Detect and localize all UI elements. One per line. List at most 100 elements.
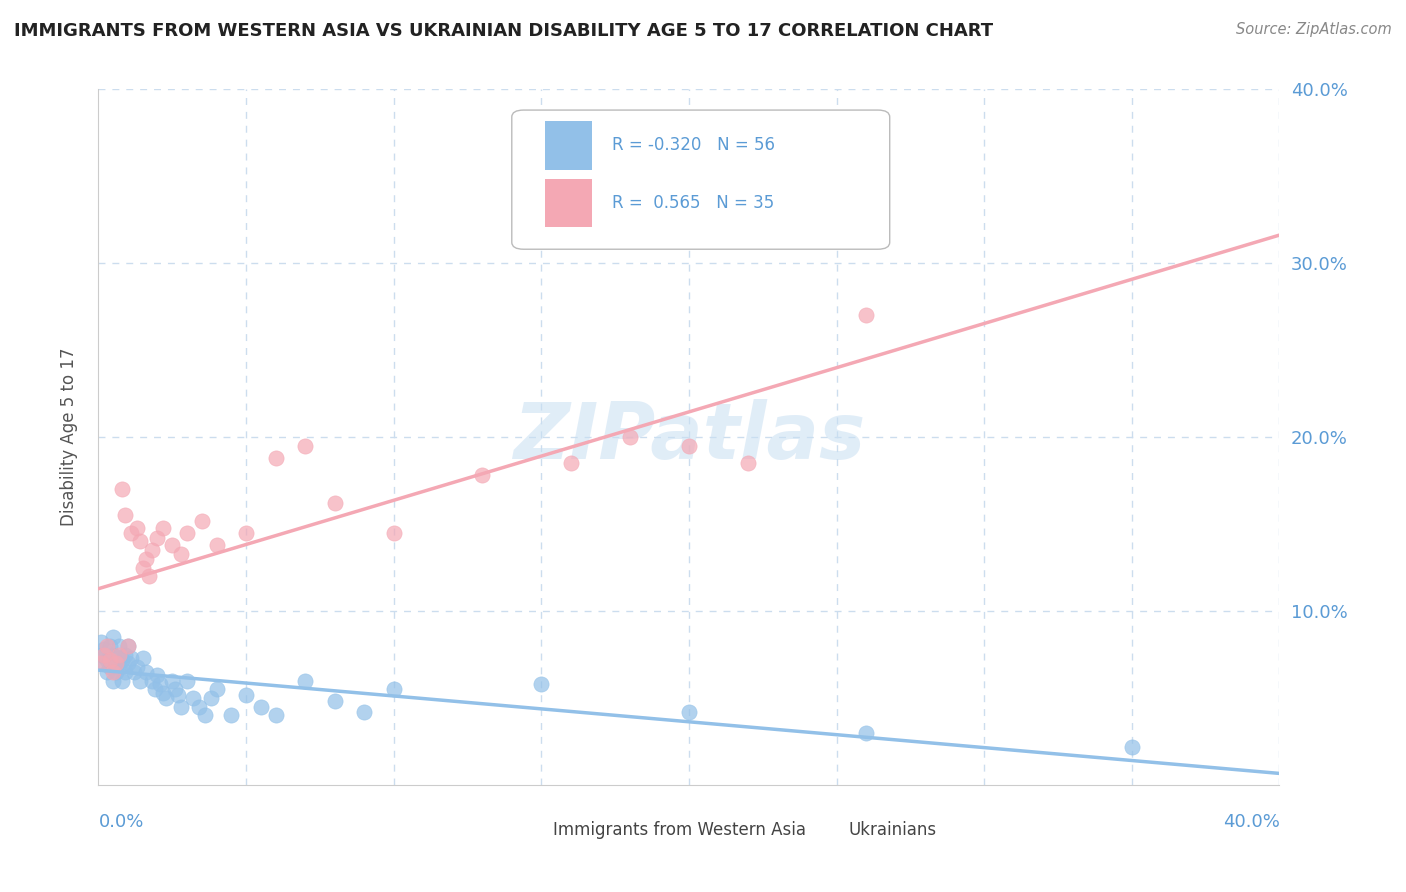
Point <box>152 686 174 700</box>
Y-axis label: Disability Age 5 to 17: Disability Age 5 to 17 <box>59 348 77 526</box>
Point <box>619 430 641 444</box>
Point <box>176 673 198 688</box>
Point <box>114 665 136 679</box>
Point <box>93 642 115 657</box>
Point <box>205 538 228 552</box>
Text: 0.0%: 0.0% <box>98 813 143 830</box>
Point <box>155 690 177 705</box>
Point <box>120 651 142 665</box>
Point <box>170 547 193 561</box>
Point <box>471 468 494 483</box>
Point <box>152 520 174 534</box>
Point <box>108 648 131 662</box>
Point <box>737 456 759 470</box>
Point <box>221 708 243 723</box>
Point <box>264 450 287 465</box>
Text: Source: ZipAtlas.com: Source: ZipAtlas.com <box>1236 22 1392 37</box>
Point <box>855 726 877 740</box>
Point <box>170 699 193 714</box>
Point <box>149 677 172 691</box>
Point <box>128 673 150 688</box>
Point <box>93 648 115 662</box>
Text: Immigrants from Western Asia: Immigrants from Western Asia <box>553 822 806 839</box>
FancyBboxPatch shape <box>546 121 592 169</box>
Text: R =  0.565   N = 35: R = 0.565 N = 35 <box>612 194 775 212</box>
Point <box>108 659 131 673</box>
Point <box>855 308 877 322</box>
Point <box>146 668 169 682</box>
Point <box>135 665 157 679</box>
Point <box>167 688 190 702</box>
FancyBboxPatch shape <box>546 178 592 227</box>
Point <box>678 439 700 453</box>
Point <box>105 657 128 671</box>
FancyBboxPatch shape <box>488 818 546 840</box>
Point <box>235 688 257 702</box>
Point <box>111 653 134 667</box>
Point <box>111 673 134 688</box>
Point <box>181 690 204 705</box>
Point <box>294 439 316 453</box>
Point <box>560 456 582 470</box>
Point <box>96 639 118 653</box>
FancyBboxPatch shape <box>783 818 841 840</box>
Point <box>146 531 169 545</box>
Point <box>187 699 209 714</box>
Point <box>98 659 121 673</box>
Point <box>176 525 198 540</box>
Point <box>125 520 148 534</box>
Point <box>323 496 346 510</box>
Point <box>105 665 128 679</box>
FancyBboxPatch shape <box>512 110 890 249</box>
Point <box>105 657 128 671</box>
Point <box>141 543 163 558</box>
Point <box>108 651 131 665</box>
Point <box>162 538 183 552</box>
Point <box>93 657 115 671</box>
Point <box>132 560 155 574</box>
Point <box>98 653 121 667</box>
Point <box>114 648 136 662</box>
Point <box>103 648 125 662</box>
Point <box>117 639 139 653</box>
Point <box>200 690 222 705</box>
Point <box>128 534 150 549</box>
Point <box>205 682 228 697</box>
Point <box>96 653 118 667</box>
Point <box>264 708 287 723</box>
Point <box>108 639 131 653</box>
Point <box>90 657 112 671</box>
Point <box>250 699 273 714</box>
Point <box>103 673 125 688</box>
Point <box>165 682 187 697</box>
Text: 40.0%: 40.0% <box>1223 813 1279 830</box>
Point <box>117 657 139 671</box>
Point <box>353 705 375 719</box>
Point <box>678 705 700 719</box>
Point <box>530 677 553 691</box>
Point <box>90 635 112 649</box>
Text: ZIPatlas: ZIPatlas <box>513 399 865 475</box>
Point <box>111 482 134 496</box>
Point <box>382 525 405 540</box>
Point <box>132 651 155 665</box>
Text: Ukrainians: Ukrainians <box>848 822 936 839</box>
Point <box>135 551 157 566</box>
Point <box>143 682 166 697</box>
Point <box>103 630 125 644</box>
Point <box>125 659 148 673</box>
Point <box>191 514 214 528</box>
Point <box>194 708 217 723</box>
Point <box>141 673 163 688</box>
Point <box>138 569 160 583</box>
Point <box>294 673 316 688</box>
Text: R = -0.320   N = 56: R = -0.320 N = 56 <box>612 136 775 154</box>
Point <box>114 508 136 523</box>
Point <box>1121 739 1143 754</box>
Point <box>103 665 125 679</box>
Text: IMMIGRANTS FROM WESTERN ASIA VS UKRAINIAN DISABILITY AGE 5 TO 17 CORRELATION CHA: IMMIGRANTS FROM WESTERN ASIA VS UKRAINIA… <box>14 22 993 40</box>
Point <box>122 665 145 679</box>
Point <box>120 525 142 540</box>
Point <box>235 525 257 540</box>
Point <box>90 648 112 662</box>
